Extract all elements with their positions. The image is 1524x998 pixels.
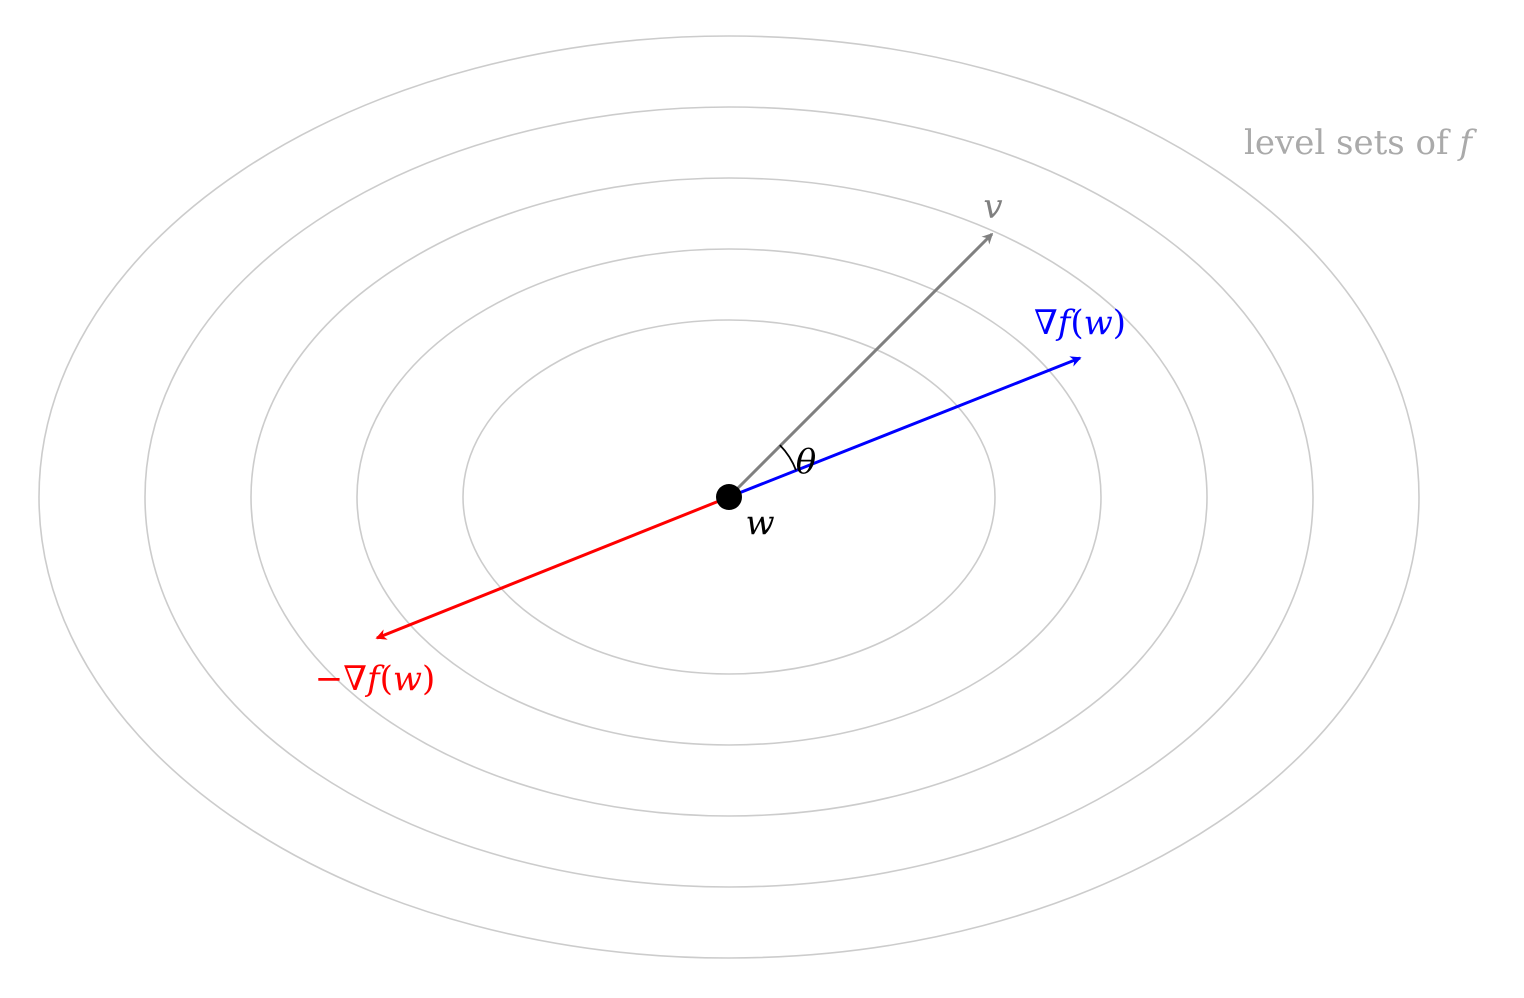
negative-gradient-label: −∇f(w) [315, 659, 435, 699]
negative-gradient-nabla: ∇ [343, 659, 367, 699]
gradient-arrow [728, 356, 1082, 499]
gradient-close-paren: ) [1113, 303, 1126, 343]
level-set-ellipse [144, 106, 1314, 888]
negative-gradient-arrow [375, 495, 730, 640]
caption-text: level sets of [1244, 123, 1459, 163]
caption-symbol: f [1456, 123, 1477, 163]
gradient-open-paren: ( [1070, 303, 1083, 343]
gradient-arg: w [1084, 303, 1113, 343]
level-set-ellipse [38, 35, 1420, 959]
level-set-ellipse [250, 177, 1208, 817]
gradient-nabla: ∇ [1034, 303, 1058, 343]
level-set-ellipse [356, 248, 1102, 746]
point-w-dot [716, 484, 742, 510]
angle-theta-label: θ [796, 442, 816, 482]
negative-gradient-arg: w [393, 659, 422, 699]
vector-v-arrow [727, 232, 994, 499]
gradient-label: ∇f(w) [1034, 303, 1126, 343]
negative-gradient-close-paren: ) [422, 659, 435, 699]
angle-theta-arc [779, 444, 797, 471]
negative-gradient-open-paren: ( [380, 659, 393, 699]
level-set-ellipse [462, 319, 996, 675]
vector-v-label: v [983, 187, 1002, 227]
negative-gradient-minus: − [315, 659, 344, 699]
point-w-label: w [745, 503, 774, 543]
level-sets [38, 35, 1420, 959]
level-sets-caption: level sets of f [1244, 123, 1477, 163]
